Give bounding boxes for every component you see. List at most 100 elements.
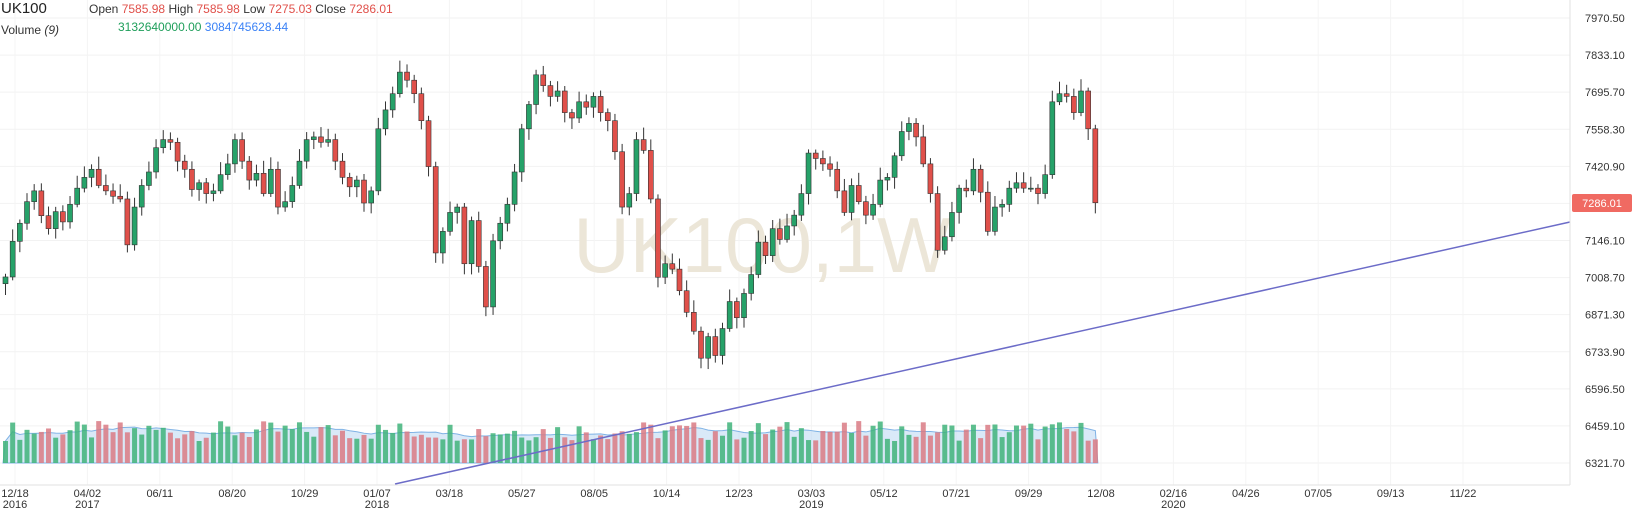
volume-bar — [383, 429, 389, 463]
volume-bar — [196, 440, 202, 463]
candle-body — [655, 198, 661, 278]
x-tick-label: 10/29 — [291, 488, 319, 500]
candle-body — [1056, 93, 1063, 103]
volume-bar — [24, 429, 30, 463]
x-tick-label: 08/20 — [218, 488, 246, 500]
candle-body — [662, 263, 668, 278]
volume-bar — [461, 439, 467, 463]
candle-body — [533, 74, 539, 105]
volume-bar — [182, 434, 188, 463]
candle-body — [346, 177, 353, 188]
volume-bar — [1035, 439, 1041, 463]
volume-bar — [332, 435, 338, 463]
volume-bar — [813, 440, 819, 463]
y-tick-label: 6321.70 — [1585, 458, 1625, 470]
candle-body — [1092, 128, 1099, 204]
volume-bar — [856, 421, 862, 463]
volume-bar — [626, 433, 632, 463]
candle-body — [597, 96, 604, 113]
volume-bar — [999, 437, 1005, 463]
candle-body — [146, 171, 152, 186]
volume-ma-value: 3084745628.44 — [204, 20, 289, 34]
candle-body — [669, 263, 676, 270]
volume-bar — [705, 439, 711, 463]
candle-body — [870, 204, 876, 216]
candle-body — [891, 155, 898, 178]
volume-bar — [60, 434, 66, 463]
trend-line[interactable] — [394, 221, 1571, 485]
candle-body — [633, 139, 640, 194]
volume-bar — [669, 426, 675, 463]
volume-bar — [1064, 428, 1070, 463]
ohlc-legend: Open 7585.98 High 7585.98 Low 7275.03 Cl… — [89, 2, 393, 16]
volume-bar — [318, 427, 324, 463]
candle-body — [884, 177, 891, 181]
candle-body — [626, 193, 633, 208]
volume-period: (9) — [44, 23, 60, 37]
candle-body — [311, 136, 317, 140]
x-tick-label: 07/21 — [942, 488, 970, 500]
volume-bar — [863, 435, 869, 463]
candle-body — [440, 231, 446, 254]
x-tick-label: 10/14 — [653, 488, 681, 500]
candle-body — [1071, 96, 1077, 113]
candle-body — [999, 204, 1005, 208]
symbol-name[interactable]: UK100 — [1, 0, 47, 17]
candle-body — [777, 228, 783, 240]
volume-bar — [210, 432, 216, 463]
candle-body — [963, 187, 970, 192]
volume-bar — [906, 434, 912, 463]
candle-body — [554, 90, 561, 97]
candle-body — [397, 71, 403, 95]
volume-bar — [146, 425, 152, 463]
candle-body — [576, 101, 582, 119]
candle-body — [1042, 174, 1048, 194]
x-year-label: 2017 — [75, 499, 99, 511]
candle-body — [1020, 182, 1027, 189]
volume-bar — [375, 424, 381, 463]
candle-body — [547, 85, 554, 97]
volume-bar — [282, 425, 288, 463]
candle-body — [561, 90, 568, 113]
candle-body — [949, 212, 955, 238]
volume-bar — [110, 432, 116, 463]
candle-body — [827, 163, 833, 170]
volume-bar — [555, 427, 561, 463]
candle-body — [855, 185, 862, 202]
low-value: 7275.03 — [268, 2, 312, 16]
candle-body — [52, 211, 59, 229]
candle-body — [769, 228, 776, 256]
candle-body — [325, 139, 331, 143]
x-tick-label: 04/26 — [1232, 488, 1260, 500]
volume-bar — [583, 432, 589, 463]
volume-bar — [117, 422, 123, 463]
volume-bar — [504, 433, 510, 463]
volume-bar — [411, 436, 417, 463]
candle-body — [468, 220, 475, 265]
candle-body — [683, 290, 690, 313]
candle-body — [992, 206, 998, 232]
volume-bar — [598, 435, 604, 463]
candle-body — [2, 276, 9, 285]
candle-body — [368, 190, 374, 204]
volume-bar — [612, 433, 618, 463]
volume-bar — [426, 437, 432, 463]
candle-body — [167, 139, 174, 143]
candle-body — [640, 139, 647, 151]
volume-label: Volume — [1, 23, 42, 37]
candle-body — [282, 201, 288, 208]
candle-body — [977, 168, 984, 193]
candle-body — [454, 206, 461, 213]
volume-bar — [347, 438, 353, 463]
volume-bar — [325, 425, 331, 463]
candle-body — [755, 241, 762, 275]
volume-bar — [992, 424, 998, 463]
volume-bar — [96, 421, 102, 463]
price-axis[interactable]: 7970.507833.107695.707558.307420.907283.… — [1585, 13, 1625, 470]
chart-watermark: UK100,1W — [573, 201, 951, 289]
volume-bar — [540, 429, 546, 463]
x-tick-label: 08/05 — [580, 488, 608, 500]
volume-bar — [175, 438, 181, 463]
